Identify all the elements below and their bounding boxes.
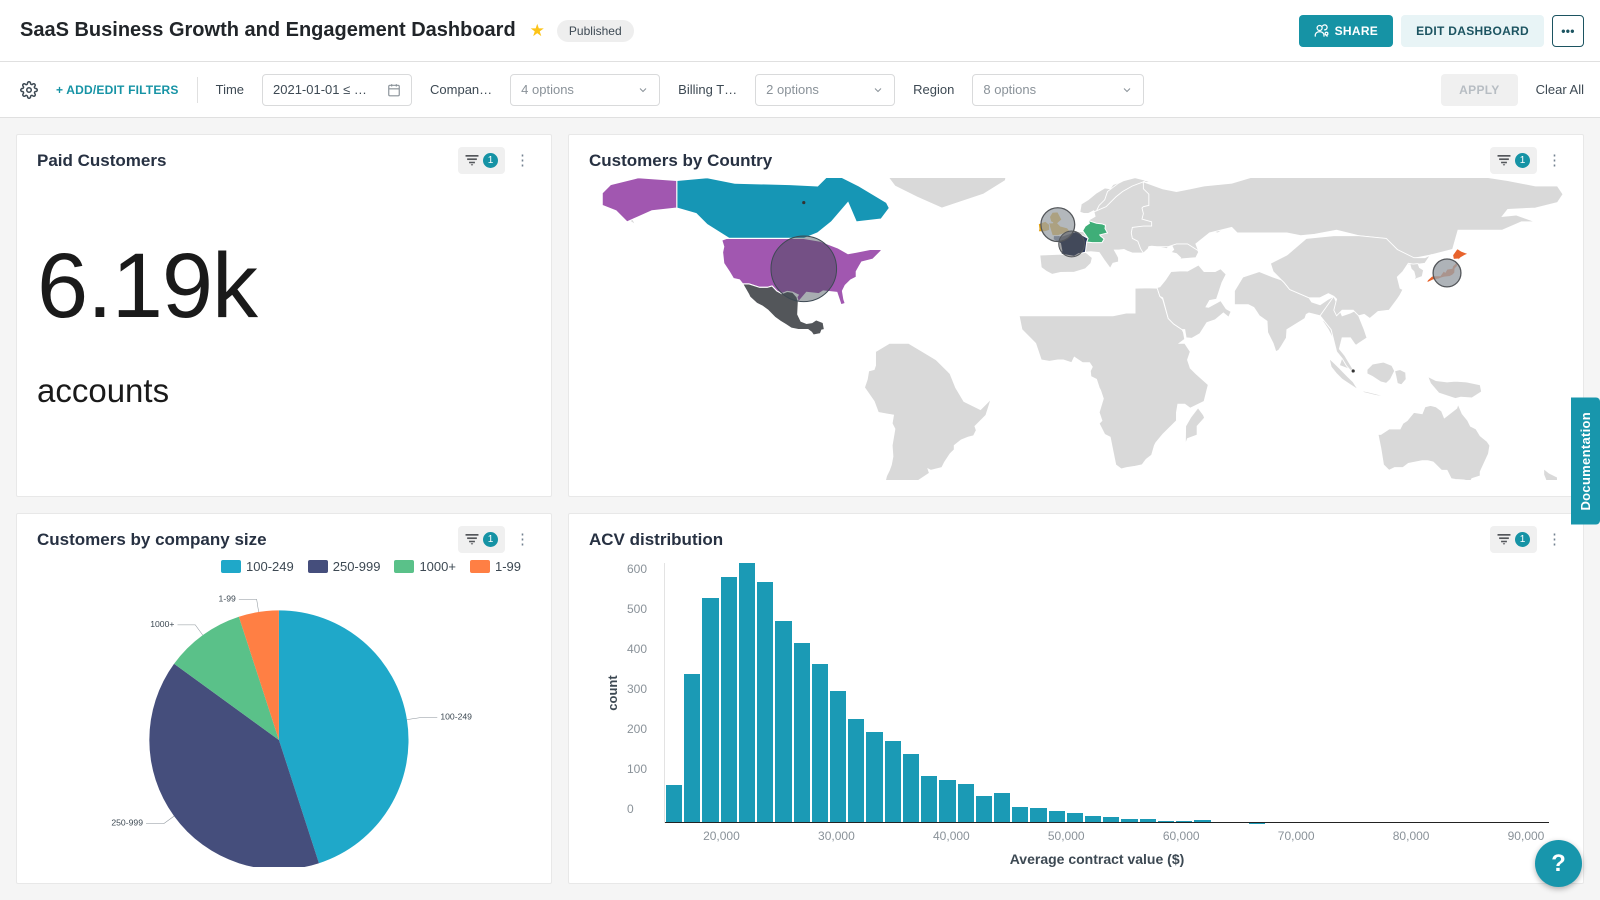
svg-text:100-249: 100-249 (440, 712, 472, 722)
svg-text:1-99: 1-99 (219, 593, 236, 603)
svg-text:1000+: 1000+ (150, 619, 174, 629)
svg-text:250-999: 250-999 (111, 818, 143, 828)
